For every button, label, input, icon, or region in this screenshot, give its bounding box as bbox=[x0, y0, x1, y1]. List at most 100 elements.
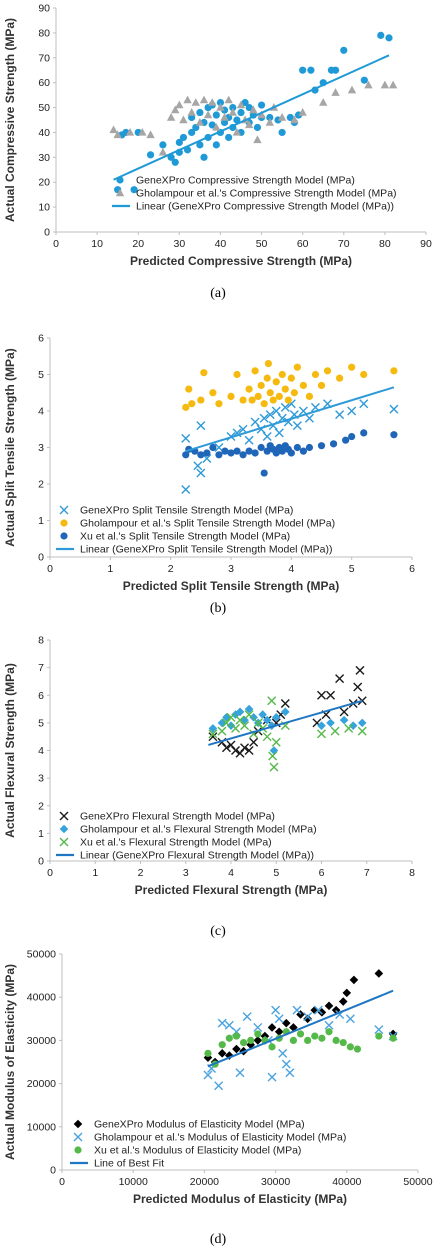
data-point-series-2 bbox=[209, 389, 217, 397]
chart-a: 0 10 20 30 40 50 60 70 80 90 0 10 20 30 40 50 60 70 80 90 Pr… bbox=[3, 3, 432, 269]
data-point-series-3 bbox=[375, 1032, 383, 1040]
data-point-series-1 bbox=[303, 1014, 312, 1024]
data-point-series-2 bbox=[109, 125, 118, 134]
y-tick-label: 80 bbox=[38, 27, 50, 39]
data-point-series-2 bbox=[235, 707, 245, 717]
data-point-series-3 bbox=[317, 729, 326, 739]
x-tick-label: 8 bbox=[409, 867, 415, 879]
data-point-series-1 bbox=[253, 123, 262, 132]
data-point-series-1 bbox=[226, 740, 236, 750]
data-point-series-1 bbox=[231, 746, 241, 755]
data-point-series-3 bbox=[268, 1043, 276, 1051]
x-tick-label: 50 bbox=[256, 238, 268, 250]
data-point-series-3 bbox=[225, 1034, 233, 1042]
data-point-series-1 bbox=[249, 737, 259, 747]
data-point-series-2 bbox=[269, 396, 277, 404]
x-tick-label: 6 bbox=[319, 867, 325, 879]
data-point-series-3 bbox=[231, 723, 241, 733]
data-point-series-2 bbox=[339, 715, 349, 725]
x-tick-label: 5 bbox=[349, 563, 355, 575]
data-point-series-1 bbox=[278, 128, 286, 137]
x-tick-label: 0 bbox=[47, 867, 53, 879]
data-point-series-2 bbox=[360, 370, 368, 379]
data-point-series-1 bbox=[317, 1008, 327, 1017]
legend-label: GeneXPro Modulus of Elasticity Model (MP… bbox=[94, 1119, 305, 1131]
legend-marker-swatch bbox=[59, 824, 69, 834]
data-point-series-1 bbox=[307, 66, 315, 74]
legend-marker-swatch bbox=[73, 1132, 83, 1142]
legend-marker-swatch bbox=[59, 505, 69, 515]
caption-d: (d) bbox=[209, 1232, 227, 1247]
data-point-series-3 bbox=[244, 710, 254, 720]
y-tick-label: 3 bbox=[38, 442, 44, 454]
data-point-series-2 bbox=[348, 721, 358, 730]
data-point-series-2 bbox=[217, 1018, 227, 1028]
data-point-series-3 bbox=[389, 1034, 397, 1042]
x-tick-label: 90 bbox=[420, 238, 432, 250]
data-point-series-2 bbox=[125, 127, 135, 136]
data-point-series-3 bbox=[287, 449, 295, 457]
x-tick-label: 1 bbox=[92, 867, 98, 879]
x-axis-label: Predicted Flexural Strength (MPa) bbox=[135, 883, 328, 897]
data-point-series-2 bbox=[185, 385, 193, 393]
y-tick-label: 40 bbox=[38, 127, 50, 139]
data-point-series-2 bbox=[281, 385, 289, 393]
x-tick-label: 3 bbox=[183, 867, 189, 879]
legend-marker-swatch bbox=[59, 837, 69, 847]
data-point-series-3 bbox=[304, 1036, 312, 1044]
data-point-series-1 bbox=[130, 186, 138, 194]
data-point-series-2 bbox=[235, 1068, 245, 1078]
data-point-series-2 bbox=[326, 718, 335, 728]
data-point-series-1 bbox=[193, 461, 203, 471]
data-point-series-2 bbox=[274, 1014, 284, 1024]
data-point-series-3 bbox=[221, 447, 229, 455]
data-point-series-1 bbox=[229, 103, 237, 112]
data-point-series-2 bbox=[290, 389, 298, 397]
data-point-series-3 bbox=[330, 726, 340, 736]
data-point-series-1 bbox=[159, 141, 167, 149]
data-point-series-3 bbox=[360, 429, 368, 437]
data-point-series-2 bbox=[231, 710, 240, 719]
data-point-series-1 bbox=[200, 153, 208, 161]
y-tick-label: 30 bbox=[38, 152, 50, 164]
chart-d: 0 10000 20000 30000 40000 50000 0 10000 20000 300… bbox=[3, 949, 433, 1207]
data-point-series-2 bbox=[179, 115, 188, 124]
data-point-series-3 bbox=[299, 447, 307, 455]
x-tick-label: 0 bbox=[59, 1176, 65, 1188]
data-point-series-2 bbox=[214, 1081, 224, 1091]
data-point-series-1 bbox=[286, 113, 294, 122]
x-tick-label: 10000 bbox=[119, 1176, 148, 1188]
data-point-series-3 bbox=[240, 721, 250, 731]
data-point-series-3 bbox=[260, 469, 268, 477]
data-point-series-2 bbox=[278, 1048, 288, 1058]
data-point-series-1 bbox=[280, 699, 290, 709]
caption-b: (b) bbox=[209, 601, 227, 616]
data-point-series-2 bbox=[208, 98, 217, 106]
legend-label: Gholampour et al.'s Split Tensile Streng… bbox=[80, 518, 335, 530]
legend-marker-swatch bbox=[74, 1146, 82, 1154]
y-tick-label: 0 bbox=[44, 227, 50, 239]
data-point-series-3 bbox=[232, 1032, 241, 1040]
data-point-series-2 bbox=[227, 392, 235, 400]
y-tick-label: 3 bbox=[38, 773, 44, 785]
chart-panel-a: 0 10 20 30 40 50 60 70 80 90 0 10 20 30 40 50 60 70 80 90 Pr… bbox=[0, 0, 436, 290]
data-point-series-2 bbox=[254, 392, 262, 400]
data-point-series-2 bbox=[313, 1005, 323, 1015]
data-point-series-1 bbox=[265, 410, 275, 420]
data-point-series-1 bbox=[235, 748, 245, 758]
data-point-series-2 bbox=[305, 392, 314, 400]
data-point-series-1 bbox=[253, 1036, 263, 1045]
data-point-series-2 bbox=[215, 400, 223, 408]
data-point-series-3 bbox=[305, 443, 314, 452]
data-point-series-3 bbox=[342, 436, 350, 444]
trendline bbox=[113, 54, 390, 181]
data-point-series-3 bbox=[318, 1034, 326, 1042]
data-point-series-3 bbox=[263, 447, 271, 455]
data-point-series-2 bbox=[203, 1070, 213, 1080]
data-point-series-1 bbox=[175, 138, 183, 146]
y-tick-label: 40000 bbox=[27, 992, 56, 1004]
data-point-series-1 bbox=[208, 121, 216, 129]
legend-marker-swatch bbox=[59, 811, 69, 821]
legend-label: GeneXPro Split Tensile Strength Model (M… bbox=[80, 505, 293, 517]
y-tick-label: 10 bbox=[38, 202, 50, 214]
